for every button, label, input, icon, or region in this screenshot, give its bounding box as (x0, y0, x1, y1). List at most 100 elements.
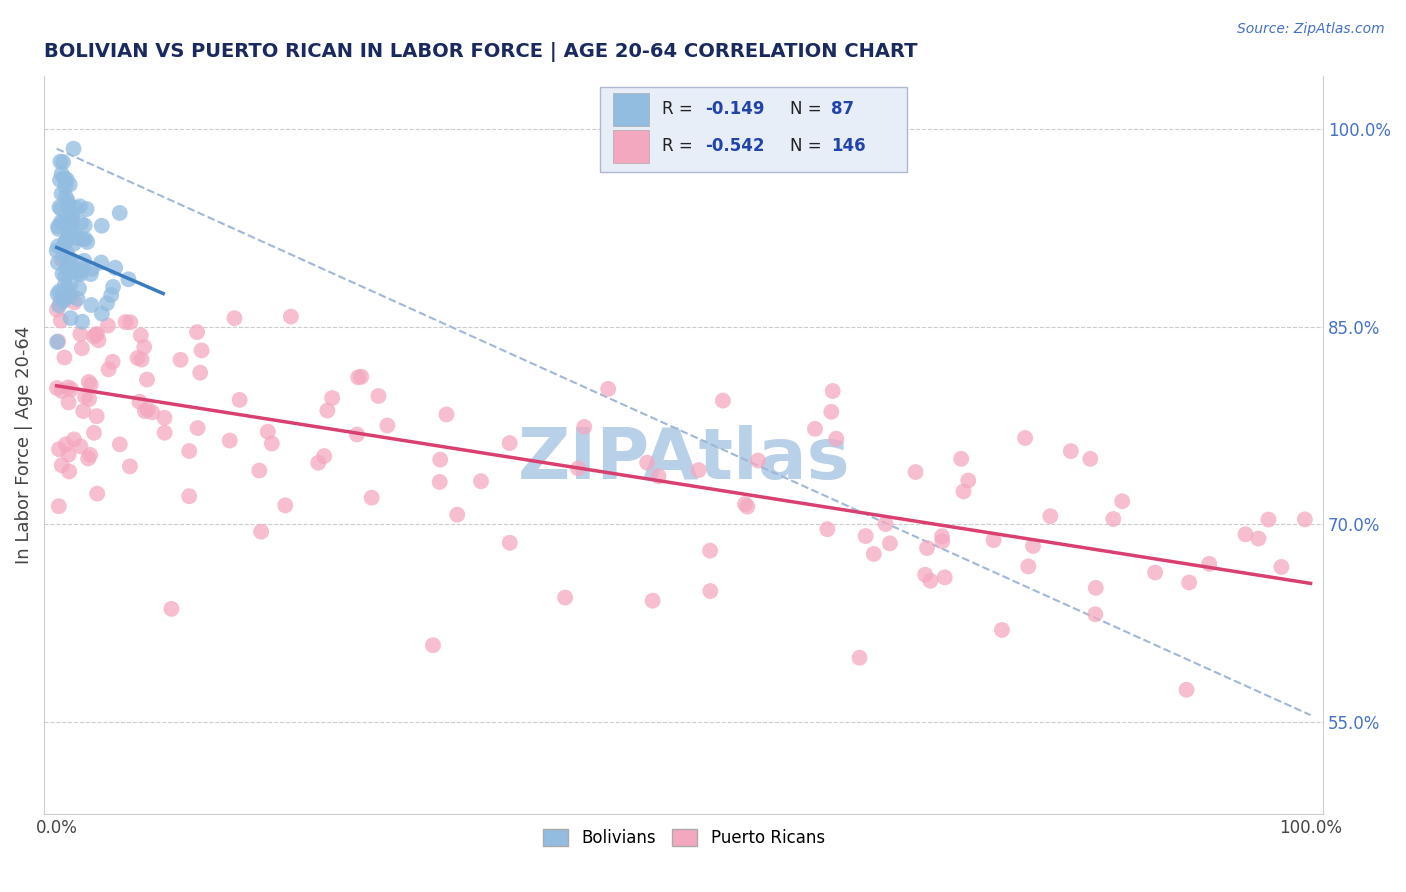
Point (136, 402, 159, 417)
Point (1060, 444, 1083, 458)
Point (422, 638, 444, 652)
Point (1270, 560, 1292, 574)
Point (72, 404, 94, 418)
Point (1111, 494, 1133, 508)
Point (153, 410, 176, 425)
Point (59, 178, 82, 192)
Point (59, 289, 82, 303)
Point (70, 232, 93, 246)
Point (101, 280, 124, 294)
Point (1014, 431, 1036, 445)
Point (58, 197, 80, 211)
Point (80, 377, 103, 392)
Point (51, 384, 73, 398)
Bar (613, 93, 650, 126)
Point (647, 469, 669, 483)
Point (274, 499, 297, 513)
Point (815, 522, 838, 536)
Point (51, 267, 73, 281)
Text: Source: ZipAtlas.com: Source: ZipAtlas.com (1237, 22, 1385, 37)
Point (950, 451, 973, 466)
Point (49, 215, 72, 229)
Point (52, 293, 75, 308)
Point (367, 389, 389, 403)
Point (51, 458, 73, 473)
Point (87, 333, 110, 347)
Point (62, 142, 84, 156)
Point (82, 261, 104, 276)
Point (83, 425, 105, 440)
Point (1144, 566, 1167, 580)
Point (879, 536, 901, 550)
Point (69, 199, 91, 213)
Point (915, 541, 938, 555)
Point (69, 327, 91, 342)
Point (52, 291, 75, 305)
Point (52, 215, 75, 229)
Point (1084, 581, 1107, 595)
Point (48, 298, 70, 312)
Point (101, 355, 124, 369)
Point (250, 524, 273, 539)
Point (46, 287, 69, 301)
Point (46, 334, 69, 349)
Point (70, 315, 93, 329)
Point (65, 201, 87, 215)
Point (179, 444, 201, 458)
Y-axis label: In Labor Force | Age 20-64: In Labor Force | Age 20-64 (15, 326, 32, 565)
Point (86, 326, 108, 341)
Point (49, 313, 72, 327)
Point (52, 155, 75, 169)
Point (1175, 682, 1198, 697)
Point (256, 425, 278, 439)
Point (188, 366, 211, 380)
Point (63, 295, 86, 310)
Point (77, 375, 100, 389)
Point (80, 267, 103, 281)
Point (73, 253, 96, 268)
Point (820, 405, 842, 419)
Point (190, 343, 212, 358)
Point (58, 226, 80, 240)
Point (55, 437, 77, 451)
Point (186, 325, 208, 339)
Point (136, 373, 159, 387)
Point (567, 461, 589, 475)
Point (58, 201, 80, 215)
Point (108, 206, 131, 220)
Point (957, 474, 980, 488)
Point (931, 529, 953, 543)
Point (134, 340, 156, 354)
Point (77, 451, 100, 466)
Point (574, 420, 596, 434)
Point (51, 252, 73, 267)
Point (1102, 512, 1125, 526)
Point (60, 212, 83, 227)
Text: R =: R = (662, 101, 697, 119)
Point (53, 269, 76, 284)
Point (56, 213, 79, 227)
Point (97, 362, 120, 376)
Point (875, 517, 897, 532)
Text: 87: 87 (831, 101, 853, 119)
Point (60, 382, 83, 396)
Point (48, 285, 70, 299)
Point (498, 436, 520, 450)
FancyBboxPatch shape (600, 87, 907, 172)
Point (58, 465, 80, 479)
Point (131, 352, 153, 367)
Point (554, 591, 576, 605)
Point (307, 456, 329, 470)
Point (737, 500, 759, 514)
Point (56, 232, 79, 246)
Point (862, 547, 884, 561)
Point (983, 533, 1005, 548)
Point (52, 287, 75, 301)
Point (821, 384, 844, 398)
Point (1198, 557, 1220, 571)
Point (56, 380, 79, 394)
Point (224, 311, 246, 326)
Point (350, 369, 373, 384)
Point (60, 222, 83, 236)
Point (179, 489, 201, 503)
